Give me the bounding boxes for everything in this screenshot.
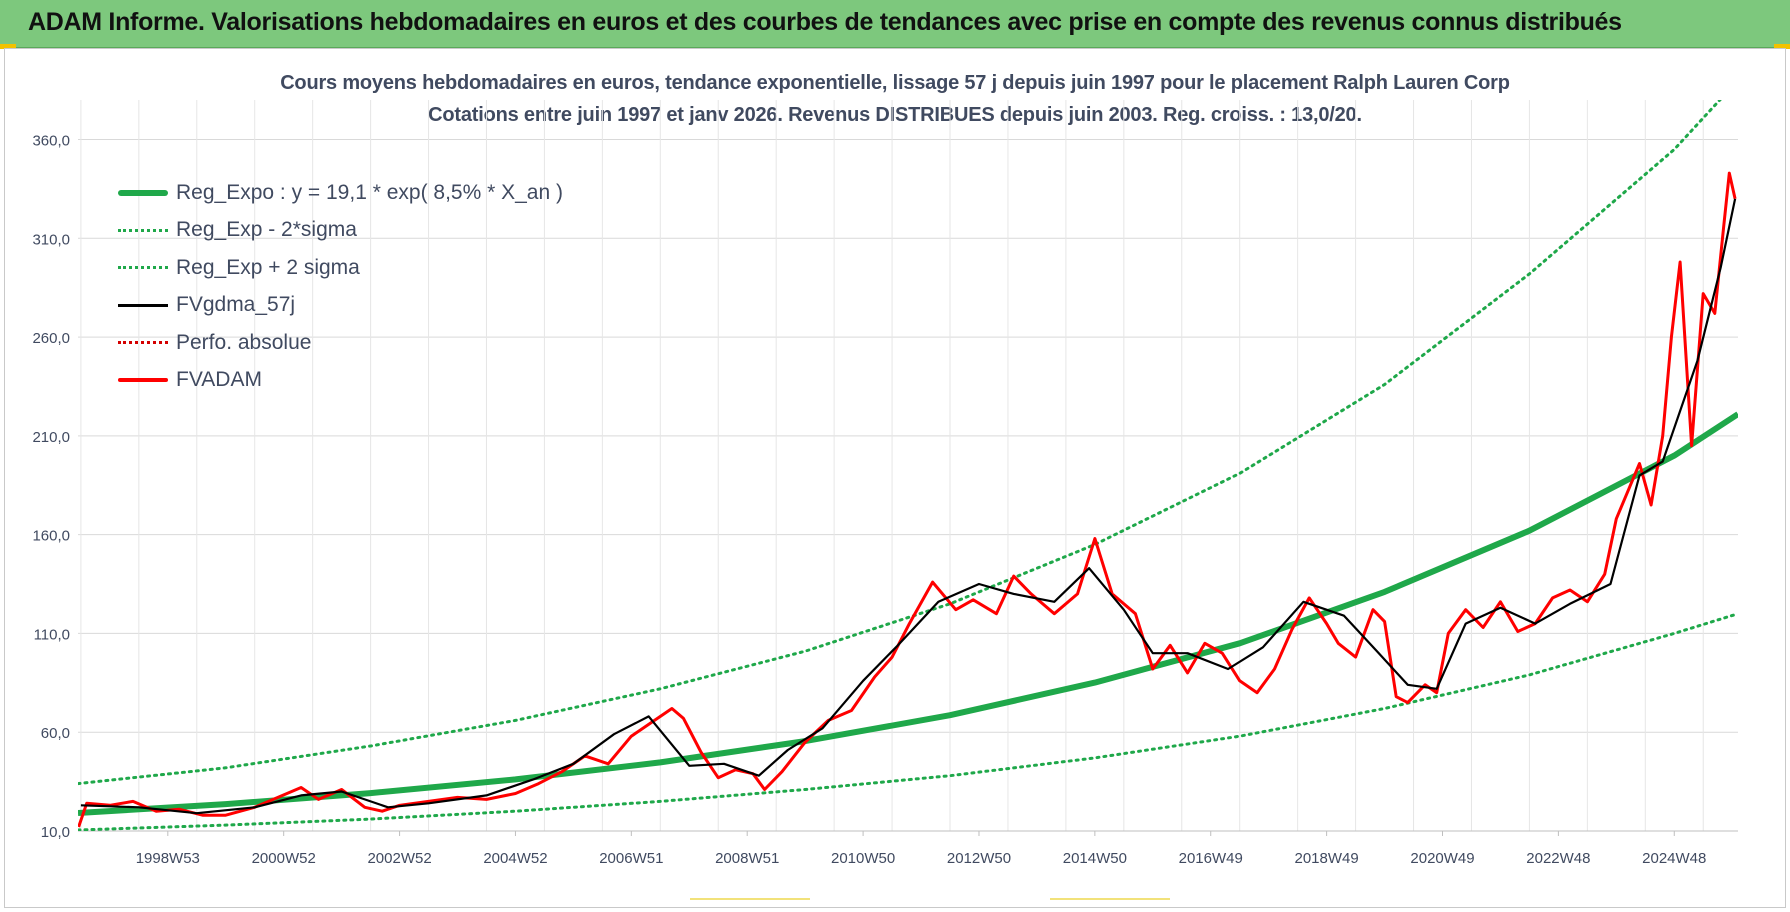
legend-item: Reg_Expo : y = 19,1 * exp( 8,5% * X_an ) [118,174,563,212]
x-tick-label: 2004W52 [483,850,547,867]
x-tick-label: 2006W51 [599,850,663,867]
legend-swatch [118,266,168,270]
x-tick-label: 2010W50 [831,850,895,867]
legend-label: Reg_Exp - 2*sigma [176,218,357,242]
x-tick-label: 2002W52 [367,850,431,867]
x-tick-label: 2022W48 [1526,850,1590,867]
y-tick-label: 60,0 [41,725,70,742]
x-tick-label: 2014W50 [1063,850,1127,867]
legend-item: Reg_Exp - 2*sigma [118,212,563,250]
x-tick-label: 2000W52 [252,850,316,867]
legend-label: Reg_Expo : y = 19,1 * exp( 8,5% * X_an ) [176,180,563,204]
legend-swatch [118,341,168,345]
report-title: ADAM Informe. Valorisations hebdomadaire… [28,8,1622,36]
legend-item: Perfo. absolue [118,324,563,362]
y-tick-label: 260,0 [32,330,70,347]
series-line-fvadam [78,171,1737,828]
scroll-marker [1050,898,1170,900]
scroll-marker [690,898,810,900]
corner-mark [1774,44,1790,49]
y-tick-label: 210,0 [32,429,70,446]
chart-title: Cours moyens hebdomadaires en euros, ten… [280,72,1510,94]
legend-label: Reg_Exp + 2 sigma [176,255,360,279]
y-tick-label: 10,0 [41,824,70,841]
x-tick-label: 2008W51 [715,850,779,867]
legend-swatch [118,303,168,307]
x-tick-label: 2024W48 [1642,850,1706,867]
x-tick-label: 2018W49 [1295,850,1359,867]
chart-legend: Reg_Expo : y = 19,1 * exp( 8,5% * X_an )… [118,174,563,399]
x-tick-label: 2020W49 [1410,850,1474,867]
legend-swatch [118,228,168,232]
legend-swatch [118,189,168,196]
chart-subtitle: Cotations entre juin 1997 et janv 2026. … [428,104,1362,126]
legend-label: FVADAM [176,368,262,392]
y-tick-label: 110,0 [34,626,70,643]
report-banner: ADAM Informe. Valorisations hebdomadaire… [0,0,1790,48]
legend-label: FVgdma_57j [176,293,296,317]
legend-item: Reg_Exp + 2 sigma [118,249,563,287]
y-tick-label: 160,0 [32,528,70,545]
x-tick-label: 2012W50 [947,850,1011,867]
series-line-fvgdma-57j [80,198,1737,815]
legend-label: Perfo. absolue [176,330,312,354]
chart-frame [4,48,1786,908]
legend-item: FVADAM [118,362,563,400]
legend-swatch [118,378,168,383]
x-tick-label: 2016W49 [1179,850,1243,867]
y-tick-label: 310,0 [32,231,70,248]
x-tick-label: 1998W53 [136,850,200,867]
y-tick-label: 360,0 [32,133,70,150]
corner-mark [0,44,16,49]
series-line-reg-exp-2-sigma [78,612,1738,831]
series-line-reg-expo-y-19-1-exp-8-5-x-an [78,411,1738,816]
legend-item: FVgdma_57j [118,287,563,325]
